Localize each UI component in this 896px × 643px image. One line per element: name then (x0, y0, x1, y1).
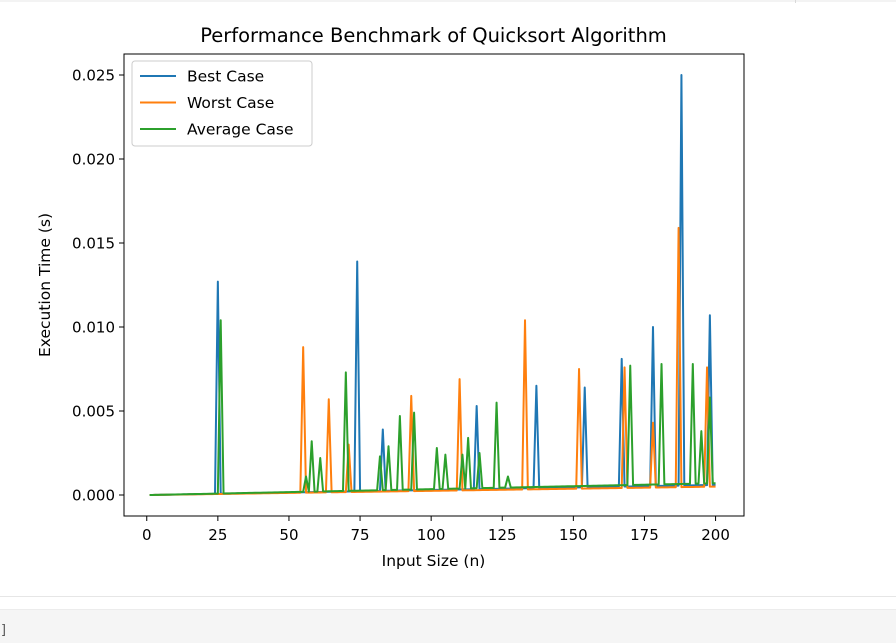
y-tick-label: 0.010 (72, 319, 115, 337)
x-tick-label: 100 (417, 526, 446, 544)
x-axis: 0 25 50 75 100 125 150 175 200 (142, 516, 730, 544)
legend-box (131, 60, 313, 147)
cell-prompt: ] (0, 623, 8, 638)
y-tick-label: 0.015 (72, 235, 115, 253)
chart-title: Performance Benchmark of Quicksort Algor… (200, 24, 667, 47)
plot-lines (149, 74, 716, 496)
x-tick-label: 50 (279, 526, 298, 544)
x-tick-label: 150 (559, 526, 588, 544)
legend-label: Average Case (187, 121, 294, 139)
legend-label: Best Case (187, 68, 264, 86)
y-tick-label: 0.000 (72, 487, 115, 505)
y-tick-label: 0.005 (72, 403, 115, 421)
y-axis-label: Execution Time (s) (36, 213, 54, 357)
x-tick-label: 25 (208, 526, 227, 544)
quicksort-line-chart: Performance Benchmark of Quicksort Algor… (36, 24, 745, 570)
cell-divider (0, 596, 896, 597)
next-code-cell[interactable]: ] (0, 609, 896, 643)
plot-frame (123, 53, 745, 517)
series-line-2 (149, 226, 716, 496)
previous-cell-edge (0, 0, 896, 2)
series-line-3 (149, 319, 716, 496)
legend-label: Worst Case (187, 94, 274, 112)
x-tick-label: 125 (488, 526, 517, 544)
legend: Best Case Worst Case Average Case (131, 60, 313, 147)
x-tick-label: 0 (142, 526, 152, 544)
y-axis: 0.000 0.005 0.010 0.015 0.020 0.025 (72, 67, 124, 505)
previous-cell-tick (795, 0, 796, 3)
y-tick-label: 0.025 (72, 67, 115, 85)
x-axis-label: Input Size (n) (382, 552, 486, 570)
cell-output-area: Performance Benchmark of Quicksort Algor… (36, 24, 745, 570)
y-tick-label: 0.020 (72, 151, 115, 169)
x-tick-label: 175 (630, 526, 659, 544)
x-tick-label: 75 (351, 526, 370, 544)
x-tick-label: 200 (701, 526, 730, 544)
